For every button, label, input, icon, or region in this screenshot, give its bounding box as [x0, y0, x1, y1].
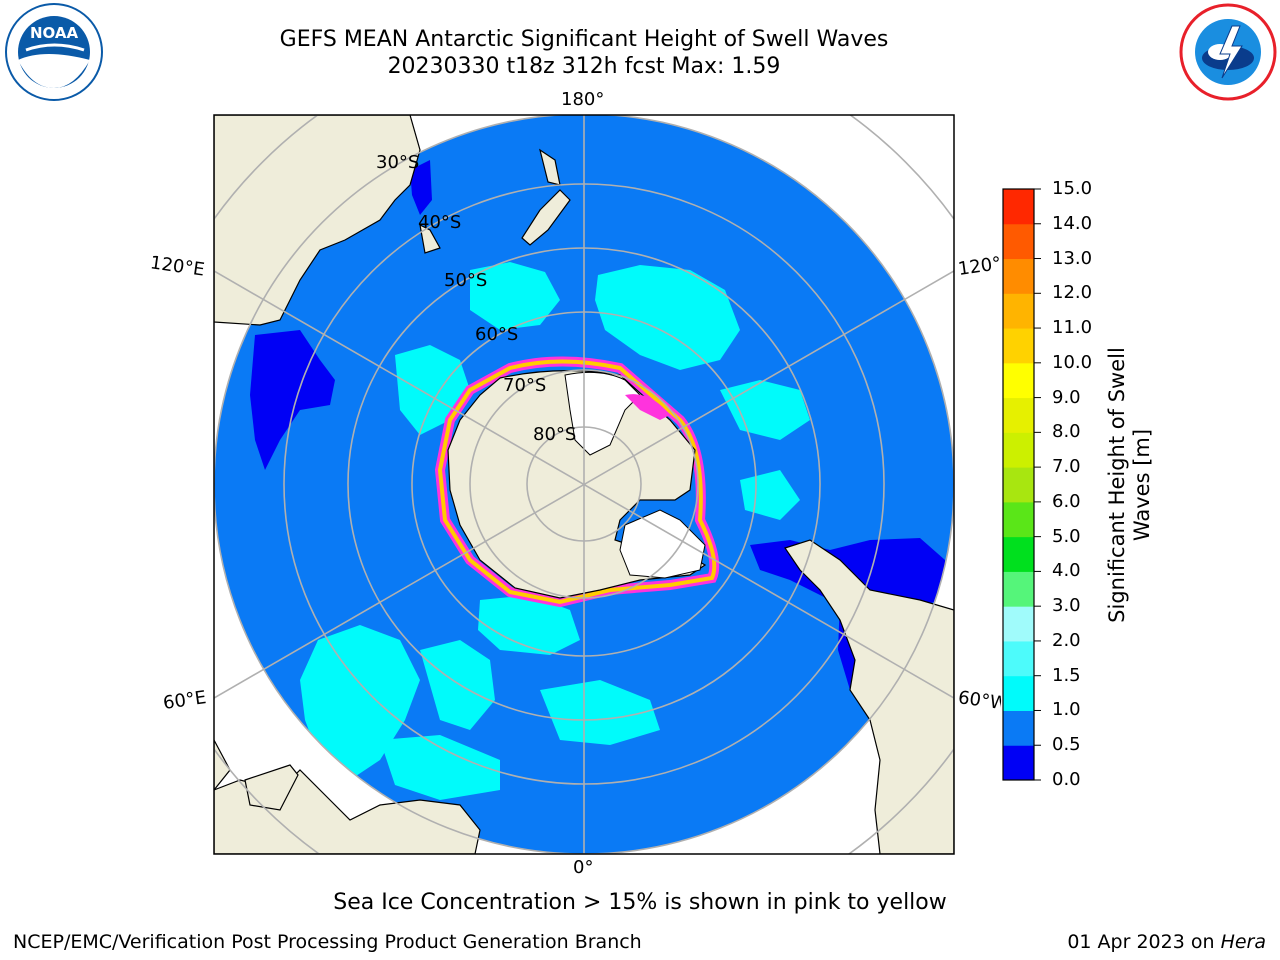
lon-label-0: 0° [573, 857, 594, 878]
colorbar-tick-label: 15.0 [1052, 178, 1093, 199]
colorbar-tick-label: 8.0 [1052, 421, 1081, 443]
map-frame [213, 114, 955, 855]
lat-label-60s: 60°S [475, 324, 519, 345]
colorbar-bin [1003, 536, 1034, 572]
colorbar-title: Significant Height of Swell Waves [m] [1105, 347, 1154, 623]
lat-label-40s: 40°S [418, 212, 462, 233]
colorbar-tick-label: 1.5 [1052, 664, 1081, 686]
antarctica [447, 370, 707, 599]
colorbar [1003, 188, 1041, 781]
moderate-swell-areas [300, 262, 810, 800]
colorbar-bin [1003, 328, 1034, 364]
colorbar-bin [1003, 432, 1034, 468]
colorbar-bin [1003, 258, 1034, 294]
ice-patch [625, 394, 670, 420]
colorbar-tick-label: 10.0 [1052, 351, 1093, 373]
colorbar-tick-label: 7.0 [1052, 456, 1081, 478]
colorbar-tick-label: 4.0 [1052, 560, 1081, 582]
footer-date: 01 Apr 2023 on Hera [1067, 931, 1266, 953]
lat-label-70s: 70°S [503, 375, 547, 396]
colorbar-bin [1003, 293, 1034, 329]
colorbar-tick-label: 2.0 [1052, 629, 1081, 651]
colorbar-bin [1003, 606, 1034, 642]
colorbar-bin [1003, 362, 1034, 399]
colorbar-tick-label: 11.0 [1052, 317, 1093, 339]
graticule [214, 115, 954, 854]
lat-label-30s: 30°S [376, 152, 420, 173]
footer-host: Hera [1220, 931, 1266, 953]
colorbar-bin [1003, 189, 1034, 225]
colorbar-tick-label: 3.0 [1052, 595, 1081, 617]
sea-ice-caption: Sea Ice Concentration > 15% is shown in … [333, 890, 947, 915]
colorbar-tick-label: 6.0 [1052, 490, 1081, 512]
colorbar-tick-label: 14.0 [1052, 212, 1093, 234]
colorbar-tick-label: 0.5 [1052, 734, 1081, 756]
colorbar-tick-label: 13.0 [1052, 247, 1093, 269]
noaa-logo-text: NOAA [30, 24, 79, 42]
continents [214, 115, 954, 854]
colorbar-tick-label: 9.0 [1052, 386, 1081, 408]
sea-ice-edge-yellow [437, 359, 717, 605]
lat-label-80s: 80°S [533, 424, 577, 445]
chart-subtitle: 20230330 t18z 312h fcst Max: 1.59 [387, 54, 781, 79]
lat-label-50s: 50°S [444, 270, 488, 291]
footer-credit: NCEP/EMC/Verification Post Processing Pr… [13, 931, 642, 953]
colorbar-bin [1003, 675, 1034, 711]
chart-title: GEFS MEAN Antarctic Significant Height o… [279, 27, 889, 52]
nws-logo-icon [1179, 3, 1277, 101]
colorbar-bin [1003, 223, 1034, 260]
colorbar-tick-label: 5.0 [1052, 525, 1081, 547]
colorbar-tick-label: 12.0 [1052, 282, 1093, 304]
colorbar-bin [1003, 640, 1034, 677]
colorbar-bin [1003, 571, 1034, 607]
colorbar-bin [1003, 397, 1034, 433]
colorbar-bin [1003, 710, 1034, 746]
colorbar-tick-label: 0.0 [1052, 769, 1081, 790]
colorbar-bin [1003, 745, 1034, 781]
colorbar-frame [1002, 188, 1035, 781]
colorbar-bin [1003, 501, 1034, 538]
footer-date-text: 01 Apr 2023 on [1067, 931, 1221, 953]
lon-label-180: 180° [561, 89, 605, 110]
weddell-ice-shelf [619, 509, 706, 579]
colorbar-bin [1003, 467, 1034, 503]
colorbar-tick-label: 1.0 [1052, 699, 1081, 721]
noaa-logo-icon: NOAA [5, 3, 103, 101]
